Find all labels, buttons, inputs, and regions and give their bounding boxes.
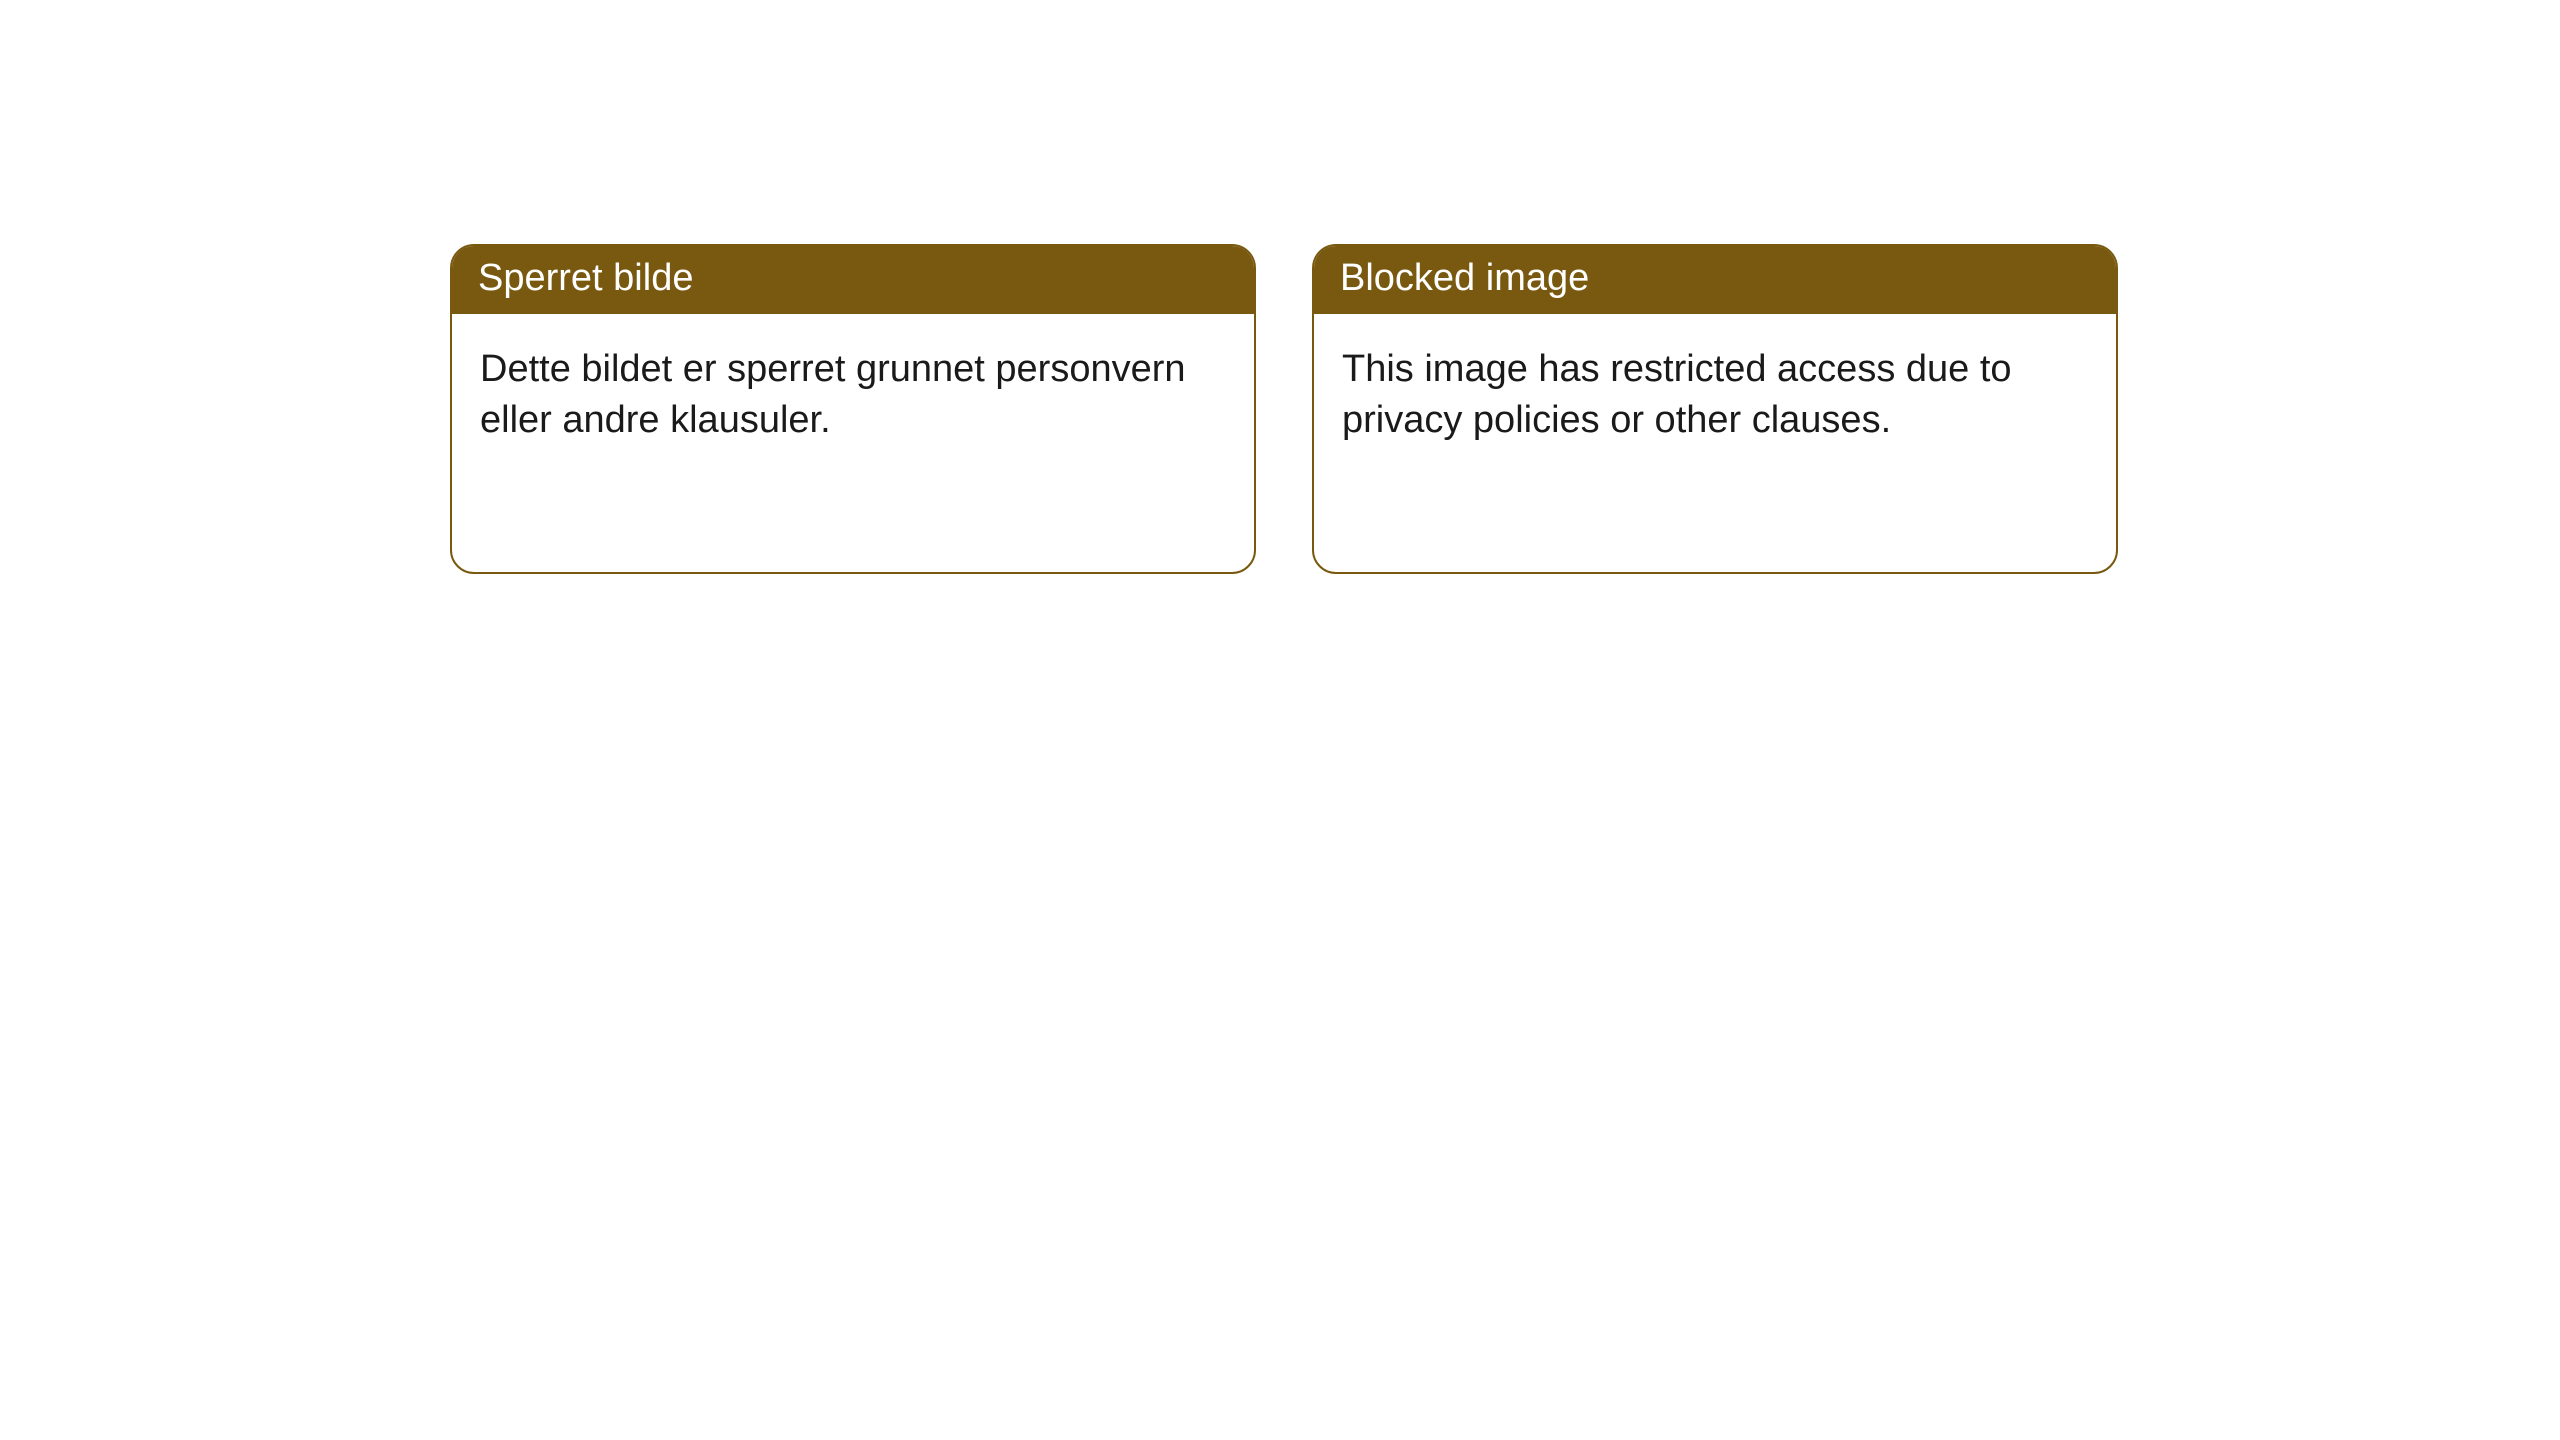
card-header: Blocked image [1314, 246, 2116, 314]
card-body-text: This image has restricted access due to … [1342, 348, 2012, 441]
notice-card-norwegian: Sperret bilde Dette bildet er sperret gr… [450, 244, 1256, 574]
card-body-text: Dette bildet er sperret grunnet personve… [480, 348, 1186, 441]
card-header: Sperret bilde [452, 246, 1254, 314]
card-title: Blocked image [1340, 257, 1589, 299]
card-body: Dette bildet er sperret grunnet personve… [452, 314, 1254, 477]
card-title: Sperret bilde [478, 257, 693, 299]
notice-cards-container: Sperret bilde Dette bildet er sperret gr… [0, 0, 2560, 574]
notice-card-english: Blocked image This image has restricted … [1312, 244, 2118, 574]
card-body: This image has restricted access due to … [1314, 314, 2116, 477]
